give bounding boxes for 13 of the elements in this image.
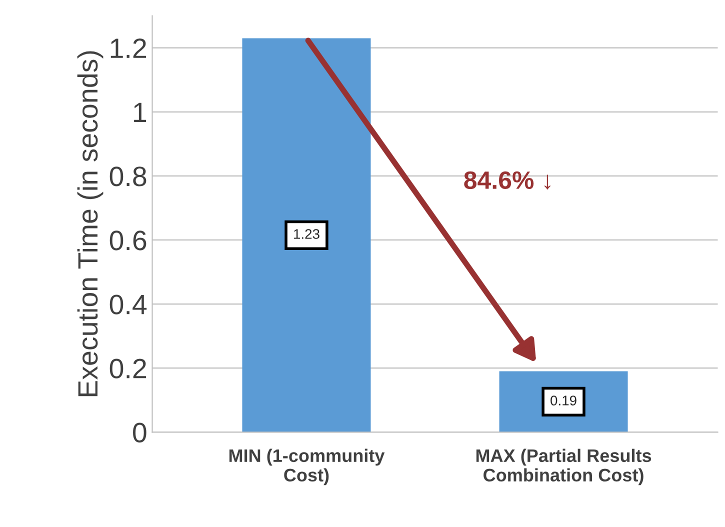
data-label: 1.23: [294, 229, 320, 239]
x-tick-label: MAX (Partial Results Combination Cost): [476, 448, 652, 486]
y-tick-label: 0: [133, 422, 146, 442]
y-tick-label: 0.2: [110, 358, 146, 378]
y-tick-label: 1.2: [110, 38, 146, 58]
y-tick-label: 0.8: [110, 166, 146, 186]
y-tick-label: 0.6: [110, 230, 146, 250]
data-label: 0.19: [550, 396, 576, 406]
y-axis-title: Execution Time (in seconds): [77, 51, 104, 396]
x-tick-label: MIN (1-community Cost): [229, 448, 385, 486]
y-tick-label: 0.4: [110, 294, 147, 314]
annotation: 84.6% ↓: [464, 171, 550, 190]
y-tick-label: 1: [134, 102, 146, 122]
